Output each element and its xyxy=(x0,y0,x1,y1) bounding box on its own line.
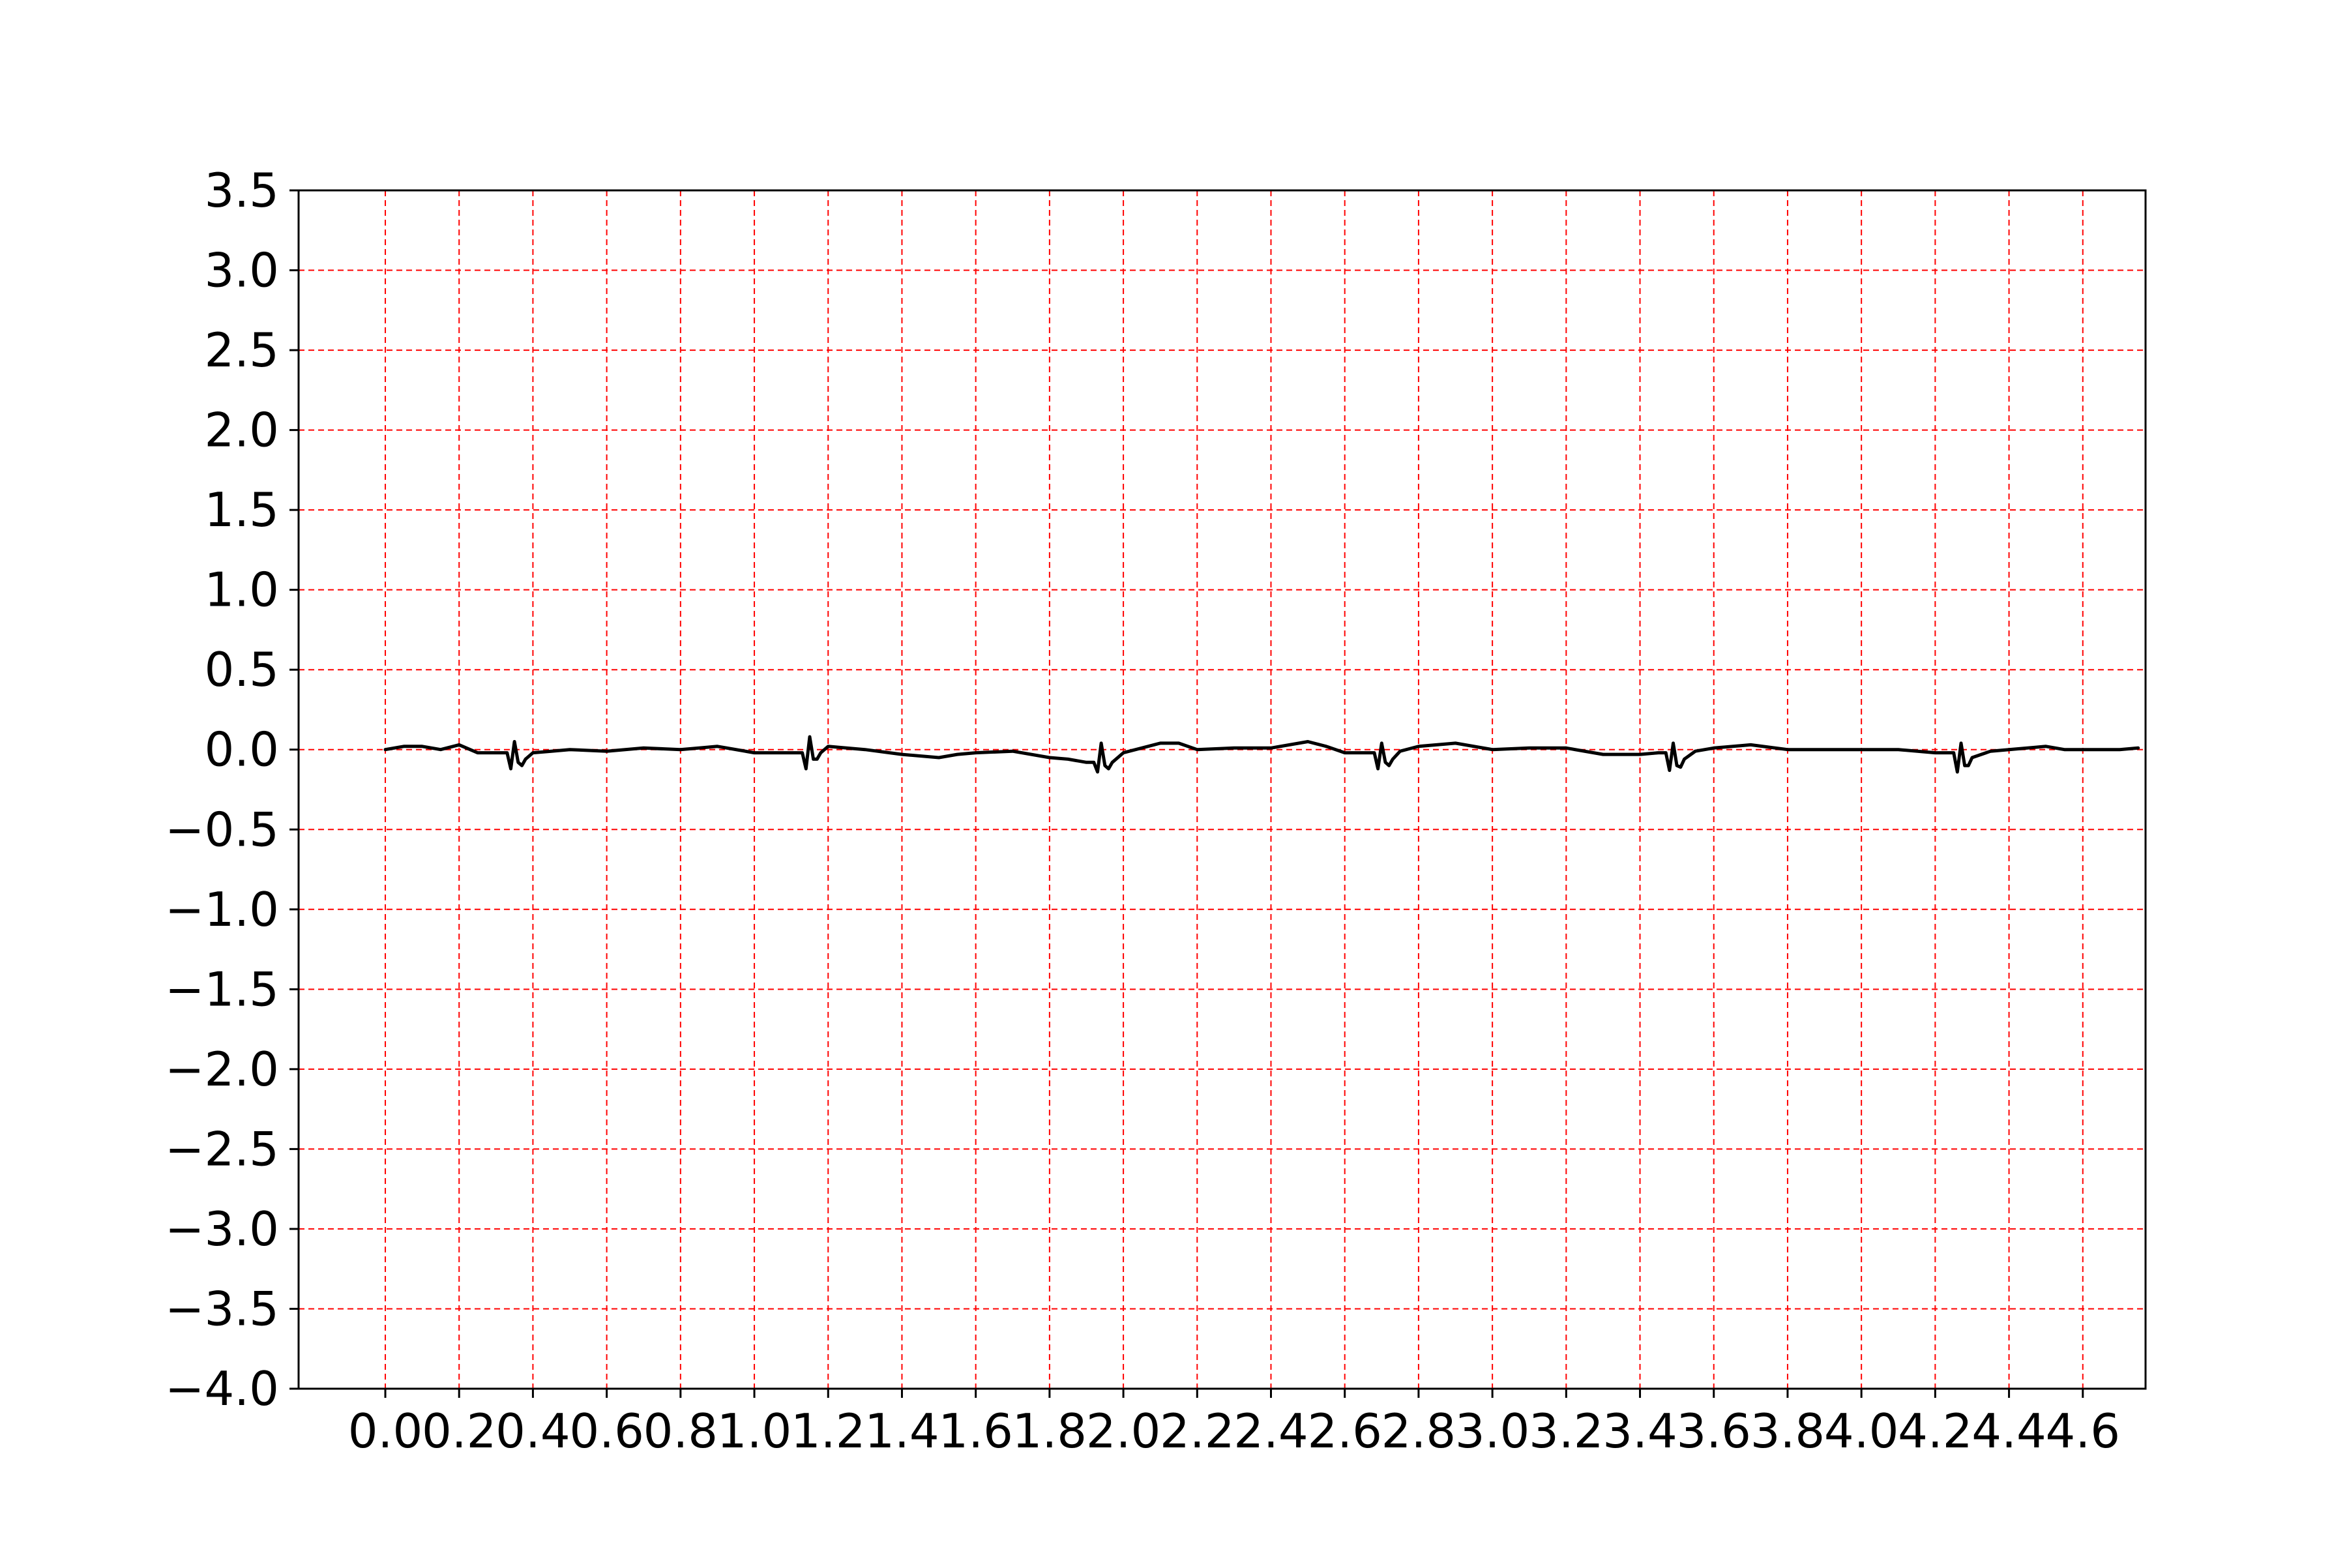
y-tick-label: −2.5 xyxy=(165,1121,279,1176)
x-tick-label: 2.6 xyxy=(1307,1404,1382,1458)
x-tick-label: 4.2 xyxy=(1898,1404,1973,1458)
plot-frame xyxy=(297,189,2147,1390)
y-tick-label: 1.5 xyxy=(204,482,279,537)
y-tick-label: 0.5 xyxy=(204,642,279,697)
x-tick-label: 2.4 xyxy=(1233,1404,1308,1458)
x-tick-label: 0.0 xyxy=(348,1404,423,1458)
y-tick-label: −0.5 xyxy=(165,802,279,857)
y-tick-label: −1.0 xyxy=(165,882,279,937)
x-tick-label: 1.8 xyxy=(1012,1404,1087,1458)
grid xyxy=(299,190,2146,1389)
y-tick-label: 2.0 xyxy=(204,403,279,458)
x-tick-label: 4.4 xyxy=(1971,1404,2046,1458)
y-tick-label: 3.0 xyxy=(204,243,279,298)
x-tick-label: 1.0 xyxy=(717,1404,792,1458)
x-tick-label: 2.2 xyxy=(1160,1404,1235,1458)
x-tick-label: 1.2 xyxy=(791,1404,866,1458)
y-tick-label: 2.5 xyxy=(204,323,279,377)
x-tick-label: 0.2 xyxy=(422,1404,497,1458)
y-tick-label: −4.0 xyxy=(165,1361,279,1416)
x-tick-label: 0.4 xyxy=(495,1404,570,1458)
axes xyxy=(297,189,2147,1390)
y-tick-label: −3.5 xyxy=(165,1281,279,1336)
x-tick-label: 3.2 xyxy=(1529,1404,1604,1458)
x-tick-label: 3.6 xyxy=(1676,1404,1751,1458)
x-tick-label: 3.4 xyxy=(1602,1404,1677,1458)
x-tick-label: 4.6 xyxy=(2046,1404,2121,1458)
y-tick-label: −2.0 xyxy=(165,1042,279,1097)
y-tick-label: 0.0 xyxy=(204,722,279,777)
y-tick-label: 1.0 xyxy=(204,563,279,617)
y-tick-label: −3.0 xyxy=(165,1202,279,1256)
y-tick-label: 3.5 xyxy=(204,163,279,218)
x-tick-label: 0.6 xyxy=(569,1404,644,1458)
series-layer xyxy=(383,735,2140,774)
x-tick-label: 0.8 xyxy=(643,1404,718,1458)
series-line xyxy=(383,735,2140,774)
y-tick-label: −1.5 xyxy=(165,962,279,1016)
x-tick-label: 2.8 xyxy=(1381,1404,1456,1458)
x-tick-label: 3.8 xyxy=(1750,1404,1825,1458)
ticks: 0.00.20.40.60.81.01.21.41.61.82.02.22.42… xyxy=(165,163,2120,1458)
x-tick-label: 1.4 xyxy=(864,1404,939,1458)
x-tick-label: 3.0 xyxy=(1455,1404,1530,1458)
x-tick-label: 4.0 xyxy=(1824,1404,1899,1458)
x-tick-label: 1.6 xyxy=(938,1404,1013,1458)
x-tick-label: 2.0 xyxy=(1086,1404,1161,1458)
